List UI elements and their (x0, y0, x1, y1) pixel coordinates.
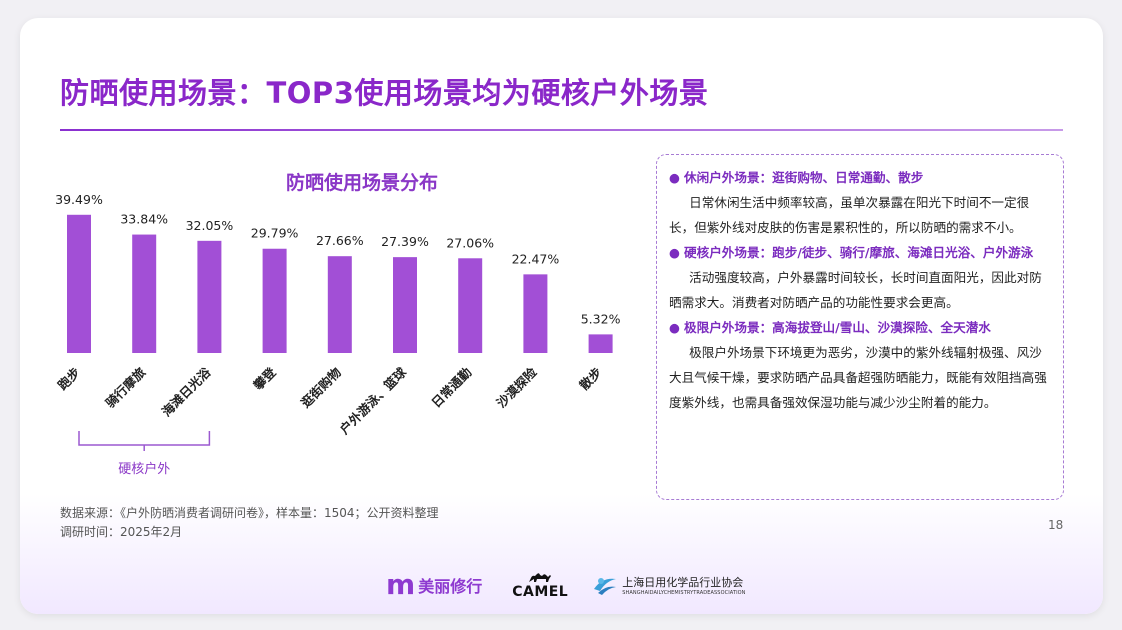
category-label: 散步 (576, 365, 604, 393)
camel-icon (529, 573, 552, 582)
association-english: SHANGHAIDAILYCHEMISTRYTRADEASSOCIATION (622, 590, 746, 596)
data-label: 5.32% (581, 311, 621, 326)
bar (588, 334, 613, 353)
data-source: 数据来源：《户外防晒消费者调研问卷》，样本量：1504；公开资料整理 调研时间：… (60, 504, 439, 542)
camel-text: CAMEL (512, 584, 569, 600)
data-label: 27.39% (381, 234, 429, 249)
category-label: 户外游泳、篮球 (337, 364, 410, 437)
data-label: 32.05% (186, 218, 234, 233)
association-logo: 上海日用化学品行业协会 SHANGHAIDAILYCHEMISTRYTRADEA… (592, 573, 745, 597)
bullet-icon: ● (669, 170, 680, 185)
info-box: ● 休闲户外场景：逛街购物、日常通勤、散步 日常休闲生活中频率较高，虽单次暴露在阳… (656, 154, 1064, 500)
info-heading: 极限户外场景：高海拔登山/雪山、沙漠探险、全天潜水 (684, 320, 991, 335)
bar-chart: 39.49% 跑步 33.84% 骑行摩旅 32.05% 海滩日光浴 29.79% 攀登 27.… (55, 192, 621, 477)
data-label: 27.06% (446, 235, 494, 250)
bottom-gradient (20, 494, 1103, 614)
meili-mark: m (386, 568, 416, 601)
camel-logo: CAMEL (512, 570, 568, 600)
slide: 防晒使用场景：TOP3使用场景均为硬核户外场景 防晒使用场景分布 39.49% 跑… (20, 18, 1103, 614)
info-body: 日常休闲生活中频率较高，虽单次暴露在阳光下时间不一定很长，但紫外线对皮肤的伤害是… (669, 195, 1030, 235)
meili-logo: m 美丽修行 (386, 571, 482, 599)
source-line: 数据来源：《户外防晒消费者调研问卷》，样本量：1504；公开资料整理 (60, 506, 439, 520)
info-section-hardcore: ● 硬核户外场景：跑步/徒步、骑行/摩旅、海滩日光浴、户外游泳 活动强度较高，户外… (669, 240, 1053, 315)
page-number: 18 (1048, 518, 1064, 532)
info-section-leisure: ● 休闲户外场景：逛街购物、日常通勤、散步 日常休闲生活中频率较高，虽单次暴露在阳… (669, 165, 1053, 240)
category-label: 日常通勤 (428, 364, 474, 410)
category-label: 逛街购物 (298, 364, 344, 410)
category-label: 跑步 (55, 365, 83, 393)
bullet-icon: ● (669, 320, 680, 335)
category-label: 攀登 (250, 364, 279, 393)
info-heading: 硬核户外场景：跑步/徒步、骑行/摩旅、海滩日光浴、户外游泳 (684, 245, 1034, 260)
data-label: 22.47% (512, 251, 560, 266)
data-label: 39.49% (55, 192, 103, 207)
bar (523, 274, 548, 353)
bar (393, 257, 417, 353)
info-heading: 休闲户外场景：逛街购物、日常通勤、散步 (684, 170, 924, 185)
category-label: 骑行摩旅 (102, 364, 148, 410)
bar (67, 214, 91, 353)
group-bracket (78, 431, 211, 446)
category-label: 沙漠探险 (494, 364, 540, 410)
info-body: 活动强度较高，户外暴露时间较长，长时间直面阳光，因此对防晒需求大。消费者对防晒产… (669, 270, 1042, 310)
info-section-extreme: ● 极限户外场景：高海拔登山/雪山、沙漠探险、全天潜水 极限户外场景下环境更为恶劣… (669, 315, 1053, 415)
bullet-icon: ● (669, 245, 680, 260)
category-label: 海滩日光浴 (159, 364, 214, 419)
data-label: 33.84% (120, 212, 168, 227)
chart-title: 防晒使用场景分布 (286, 172, 439, 194)
bar (262, 248, 287, 353)
title-divider (60, 129, 1063, 131)
association-icon (594, 578, 617, 595)
bar (327, 256, 352, 353)
data-label: 27.66% (316, 233, 364, 248)
meili-text: 美丽修行 (418, 577, 483, 596)
bar (197, 240, 222, 353)
info-body: 极限户外场景下环境更为恶劣，沙漠中的紫外线辐射极强、风沙大且气候干燥，要求防晒产… (669, 345, 1047, 410)
footer-logos: m 美丽修行 CAMEL 上海日用化学品行业协会 SHANGHAIDAILYCH… (386, 568, 746, 602)
group-label: 硬核户外 (118, 461, 170, 477)
page-title: 防晒使用场景：TOP3使用场景均为硬核户外场景 (60, 76, 709, 110)
data-label: 29.79% (251, 226, 299, 241)
association-name: 上海日用化学品行业协会 (622, 576, 744, 589)
bar (458, 258, 483, 353)
survey-date: 调研时间：2025年2月 (60, 525, 183, 539)
bar (132, 234, 157, 353)
